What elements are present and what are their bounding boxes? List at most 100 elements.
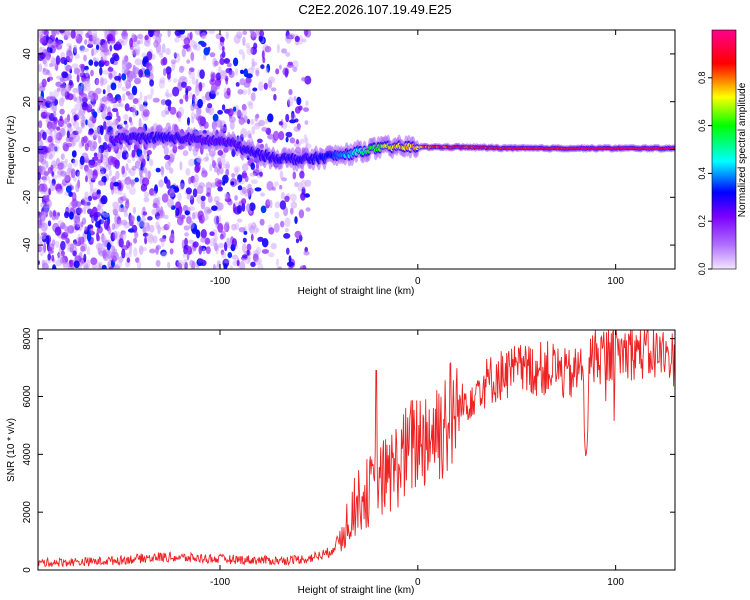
heatmap-noise-blob [194, 86, 200, 97]
heatmap-noise-blob [138, 118, 142, 127]
heatmap-noise-blob [118, 102, 125, 108]
heatmap-noise-blob [68, 85, 72, 91]
heatmap-noise-blob [172, 186, 180, 193]
heatmap-noise-blob [246, 249, 250, 256]
heatmap-noise-blob [112, 208, 118, 216]
heatmap-noise-blob [258, 81, 264, 92]
snr-y-tick-label: 4000 [22, 443, 33, 466]
heatmap-noise-blob [59, 222, 66, 230]
heatmap-noise-blob [121, 248, 126, 259]
heatmap-noise-blob [117, 190, 123, 196]
heatmap-noise-blob [261, 249, 269, 254]
heatmap-noise-blob [221, 104, 226, 111]
heatmap-noise-blob [62, 165, 66, 170]
heatmap-noise-blob [245, 42, 251, 49]
heatmap-noise-blob [143, 191, 149, 198]
heatmap-noise-blob [167, 261, 171, 269]
heatmap-noise-blob [92, 35, 99, 45]
heatmap-noise-blob [185, 85, 192, 92]
heatmap-noise-blob [241, 186, 247, 194]
heatmap-noise-blob [102, 157, 106, 165]
heatmap-noise-blob [213, 196, 221, 203]
heatmap-noise-blob [86, 246, 91, 256]
heatmap-noise-blob [214, 60, 218, 65]
heatmap-noise-blob [294, 106, 301, 114]
heatmap-noise-blob [206, 208, 213, 214]
heatmap-noise-blob [193, 96, 198, 104]
heatmap-noise-blob [225, 161, 230, 171]
heatmap-noise-blob [294, 216, 298, 225]
heatmap-noise-blob [49, 153, 53, 160]
heatmap-noise-blob [299, 265, 307, 269]
heatmap-noise-blob [225, 169, 230, 177]
heatmap-noise-blob [72, 250, 77, 257]
heatmap-noise-blob [186, 250, 190, 261]
heatmap-noise-blob [85, 84, 91, 92]
heatmap-noise-blob [198, 81, 203, 92]
heatmap-noise-blob [160, 171, 164, 178]
heatmap-noise-blob [71, 150, 77, 158]
heatmap-noise-blob [123, 221, 131, 229]
heatmap-noise-blob [232, 203, 236, 214]
heatmap-noise-blob [231, 238, 237, 248]
heatmap-noise-blob [260, 205, 267, 214]
heatmap-noise-blob [200, 229, 207, 239]
heatmap-noise-blob [215, 244, 220, 251]
snr-x-tick-label: 0 [415, 577, 421, 588]
heatmap-noise-blob [123, 79, 130, 85]
heatmap-noise-blob [256, 30, 261, 36]
heatmap-noise-blob [43, 242, 47, 253]
heatmap-noise-blob [132, 48, 138, 57]
heatmap-noise-blob [211, 120, 217, 131]
heatmap-noise-blob [284, 217, 291, 228]
heatmap-noise-blob [121, 30, 128, 40]
heatmap-noise-blob [60, 153, 65, 160]
heatmap-noise-blob [49, 91, 54, 96]
heatmap-noise-blob [174, 37, 180, 43]
heatmap-noise-blob [42, 67, 46, 72]
heatmap-noise-blob [268, 76, 276, 84]
heatmap-noise-blob [79, 63, 85, 69]
heatmap-noise-blob [233, 34, 241, 44]
heatmap-noise-blob [280, 191, 286, 200]
heatmap-noise-blob [100, 153, 104, 162]
heatmap-noise-blob [103, 148, 109, 158]
heatmap-noise-blob [205, 153, 209, 162]
heatmap-noise-blob [103, 220, 109, 230]
heatmap-noise-blob [252, 87, 258, 92]
heatmap-noise-blob [167, 221, 171, 228]
heatmap-noise-blob [224, 241, 228, 252]
heatmap-noise-blob [54, 226, 62, 236]
heatmap-noise-blob [198, 246, 202, 255]
heatmap-noise-blob [224, 75, 229, 82]
heatmap-noise-blob [91, 96, 96, 107]
heatmap-noise-blob [198, 214, 205, 224]
heatmap-noise-blob [132, 206, 137, 214]
heatmap-noise-blob [183, 225, 190, 231]
heatmap-noise-blob [98, 263, 102, 269]
heatmap-noise-blob [45, 160, 49, 169]
heatmap-noise-blob [109, 177, 115, 183]
heatmap-noise-blob [131, 85, 138, 96]
heatmap-noise-blob [146, 150, 152, 155]
heatmap-noise-blob [38, 211, 42, 219]
heatmap-noise-blob [255, 122, 262, 127]
heatmap-noise-blob [273, 223, 280, 233]
heatmap-noise-blob [86, 201, 91, 206]
heatmap-noise-blob [268, 227, 275, 235]
heatmap-noise-blob [252, 253, 259, 263]
heatmap-noise-blob [81, 97, 88, 103]
heatmap-noise-blob [198, 182, 205, 189]
heatmap-noise-blob [278, 131, 285, 141]
heatmap-noise-blob [112, 52, 119, 60]
heatmap-noise-blob [214, 91, 220, 96]
heatmap-noise-blob [142, 109, 150, 117]
heatmap-noise-blob [246, 130, 252, 139]
colorbar-tick-label: 0.8 [697, 72, 707, 85]
heatmap-noise-blob [47, 72, 52, 77]
heatmap-noise-blob [143, 178, 149, 185]
heatmap-noise-blob [107, 67, 114, 72]
heatmap-noise-blob [109, 44, 113, 52]
heatmap-noise-blob [71, 138, 77, 146]
heatmap-noise-blob [295, 238, 300, 244]
